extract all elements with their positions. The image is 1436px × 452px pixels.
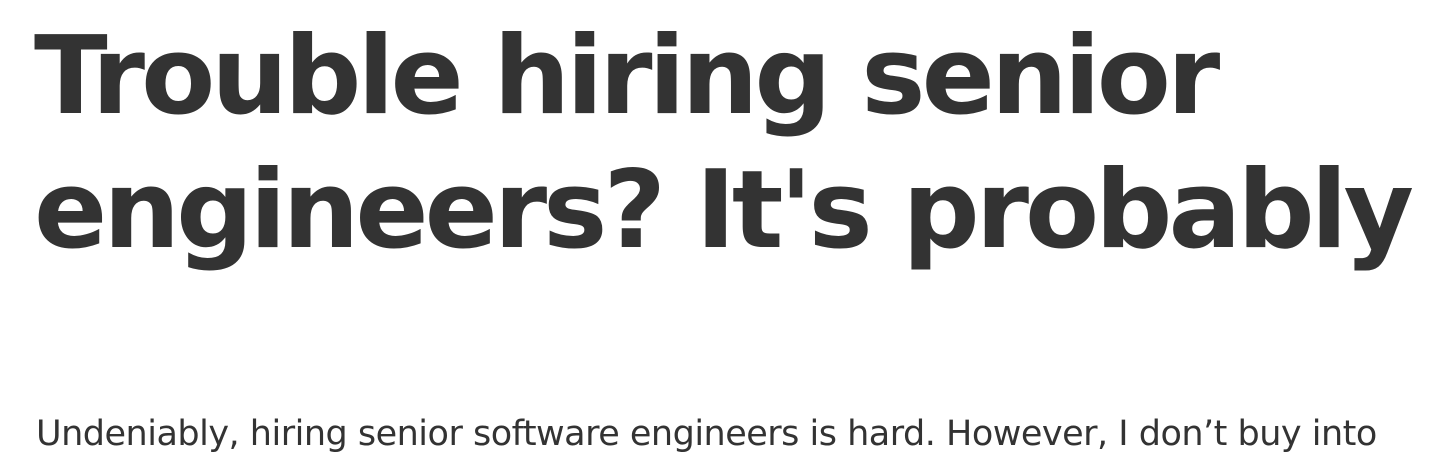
article-title-line-1: Trouble hiring senior bbox=[34, 14, 1220, 139]
article-title: Trouble hiring senior engineers? It's pr… bbox=[34, 10, 1436, 278]
article-title-line-2: engineers? It's probably you bbox=[34, 148, 1436, 273]
article-intro-paragraph: Undeniably, hiring senior software engin… bbox=[36, 414, 1377, 452]
